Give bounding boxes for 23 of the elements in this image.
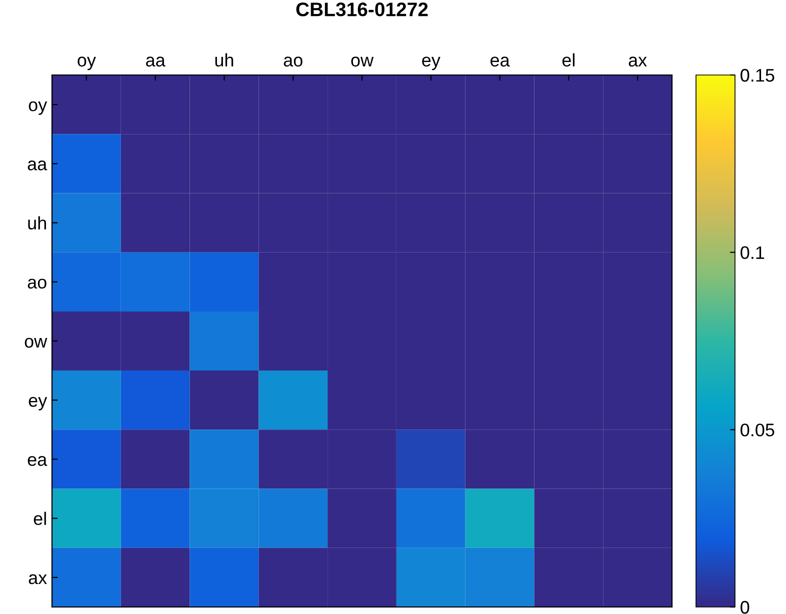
x-tick-label: ea xyxy=(490,56,510,67)
color-bar-label: 0.1 xyxy=(740,246,764,260)
y-tick-label: ow xyxy=(24,338,48,348)
y-tick-label: ao xyxy=(28,278,46,289)
y-tick-label: oy xyxy=(28,101,48,115)
y-tick-label: ea xyxy=(28,456,48,466)
x-tick-label: aa xyxy=(146,56,166,67)
x-tick-label: el xyxy=(562,53,574,67)
x-tick-label: uh xyxy=(215,53,234,67)
x-tick-label: ow xyxy=(351,56,374,67)
x-tick-label: ey xyxy=(422,56,440,70)
x-tick-label: ax xyxy=(628,56,647,67)
color-bar-label: 0.15 xyxy=(740,68,774,82)
y-tick-label: uh xyxy=(28,216,46,230)
y-tick-label: el xyxy=(34,512,46,526)
color-bar-label: 0.05 xyxy=(740,424,774,436)
x-tick-label: oy xyxy=(78,56,96,70)
y-tick-label: aa xyxy=(28,160,48,170)
y-tick-label: ax xyxy=(28,574,47,584)
y-tick-label: ey xyxy=(28,396,48,410)
x-tick-label: ao xyxy=(284,56,302,67)
chart-title: CBL316-01272 xyxy=(296,2,428,16)
color-bar-label: 0 xyxy=(740,600,750,614)
